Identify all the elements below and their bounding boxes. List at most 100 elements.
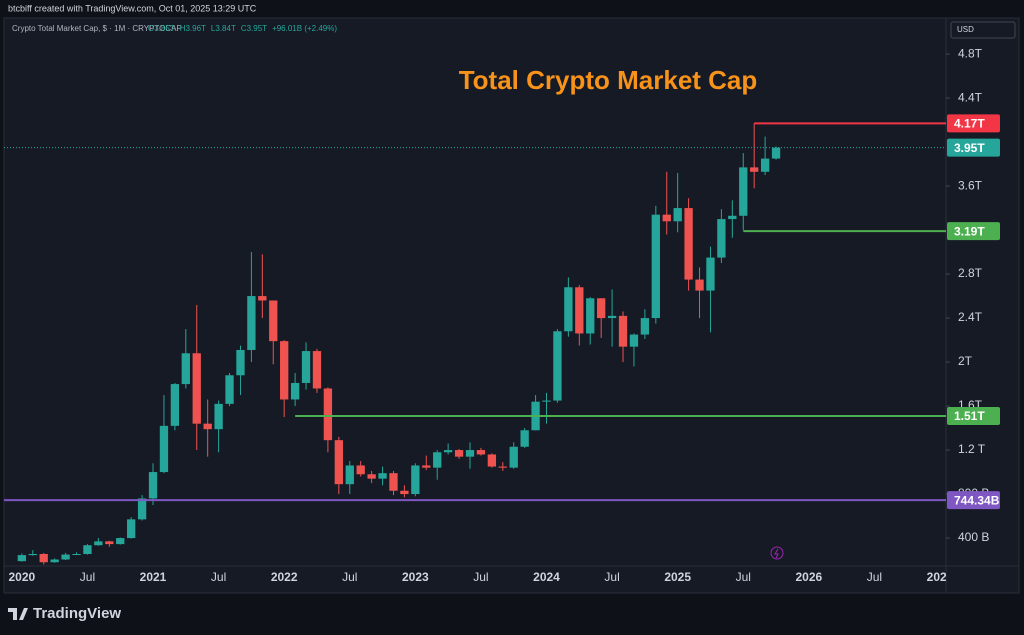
candle-body — [258, 296, 267, 301]
candle-body — [443, 450, 453, 453]
candle-body — [378, 473, 387, 479]
y-tick-label: 1.2 T — [958, 442, 986, 456]
candle-body — [170, 384, 180, 426]
candle-body — [203, 423, 212, 430]
chart-title: Total Crypto Market Cap — [459, 65, 758, 95]
ohlc-legend: O3.85T H3.96T L3.84T C3.95T +96.01B (+2.49%) — [148, 24, 337, 33]
y-tick-label: 2.8T — [958, 266, 983, 280]
y-tick-label: 3.6T — [958, 178, 983, 192]
candle-body — [640, 318, 650, 335]
candle-body — [159, 425, 169, 473]
price-label-bg — [947, 406, 1000, 425]
candle-body — [684, 208, 693, 280]
candle-body — [290, 382, 300, 400]
x-tick-label: 2027 — [927, 570, 954, 584]
candle-body — [367, 474, 376, 479]
candle-body — [465, 450, 475, 457]
y-tick-label: 4.4T — [958, 90, 983, 104]
y-axis: 400 B800 B1.2 T1.6T2T2.4T2.8T3.6T4.4T4.8… — [946, 46, 1000, 544]
price-label-bg — [947, 138, 1000, 157]
candle-body — [586, 298, 595, 334]
ohlc-value: +96.01B (+2.49%) — [272, 24, 337, 33]
candle-body — [225, 375, 234, 404]
ohlc-value: O3.85T — [148, 24, 175, 33]
candle-body — [706, 257, 715, 291]
ohlc-value: H3.96T — [180, 24, 206, 33]
price-label-bg — [947, 222, 1000, 241]
candle-body — [575, 287, 584, 334]
symbol: Crypto Total Market Cap, $ · 1M · CRYPTO… — [12, 24, 182, 33]
candle-body — [214, 403, 223, 430]
x-tick-label: Jul — [211, 570, 226, 584]
price-label: 1.51T — [954, 409, 985, 423]
candle-body — [422, 465, 431, 468]
candle-body — [509, 446, 518, 468]
event-icon — [774, 548, 779, 559]
candle-body — [345, 465, 354, 485]
x-tick-label: Jul — [604, 570, 619, 584]
candle-body — [651, 214, 660, 319]
candle-body — [564, 287, 573, 332]
x-tick-label: Jul — [736, 570, 751, 584]
candle-body — [389, 473, 398, 491]
price-label: 3.19T — [954, 224, 985, 238]
x-tick-label: 2022 — [271, 570, 298, 584]
y-tick-label: 4.8T — [958, 46, 983, 60]
candle-body — [607, 315, 617, 319]
candle-body — [498, 466, 507, 468]
candle-body — [771, 147, 781, 159]
candle-body — [760, 158, 770, 172]
x-tick-label: Jul — [473, 570, 488, 584]
x-tick-label: 2026 — [795, 570, 822, 584]
x-tick-label: 2023 — [402, 570, 429, 584]
candle-body — [280, 341, 289, 400]
candle-body — [312, 351, 322, 389]
candle-body — [116, 538, 125, 545]
y-tick-label: 400 B — [958, 530, 989, 544]
candle-body — [400, 490, 409, 495]
candle-body — [61, 554, 70, 560]
candle-body — [94, 541, 103, 546]
candle-body — [454, 450, 464, 457]
candle-body — [236, 349, 245, 376]
event-icon — [770, 546, 784, 560]
ohlc-value: L3.84T — [211, 24, 236, 33]
candle-body — [695, 279, 704, 291]
candle-body — [597, 298, 606, 319]
price-label: 744.34B — [954, 493, 1000, 507]
header: btcbiff created with TradingView.com, Oc… — [8, 3, 257, 13]
x-tick-label: 2024 — [533, 570, 560, 584]
x-tick-label: Jul — [342, 570, 357, 584]
candle-body — [127, 519, 136, 539]
candle-body — [433, 452, 442, 468]
price-label-bg — [947, 114, 1000, 133]
candle-body — [356, 465, 365, 475]
candle-body — [192, 353, 201, 424]
logo: TradingView — [8, 605, 121, 622]
candle-body — [105, 541, 114, 545]
candle-body — [17, 555, 27, 562]
candle-body — [553, 331, 562, 401]
candle-body — [247, 296, 256, 350]
currency: USD — [957, 25, 974, 34]
x-tick-label: 2025 — [664, 570, 691, 584]
candle-body — [476, 450, 486, 455]
candle-body — [673, 208, 682, 222]
logo-text: TradingView — [33, 605, 121, 622]
y-tick-label: 2T — [958, 354, 973, 368]
price-label: 3.95T — [954, 141, 985, 155]
candle-body — [39, 554, 48, 563]
candle-body — [618, 315, 628, 347]
candle-body — [334, 440, 343, 485]
candle-body — [717, 219, 726, 258]
candle-body — [148, 472, 158, 499]
candle-body — [728, 215, 737, 220]
x-tick-label: Jul — [80, 570, 95, 584]
candle-body — [28, 554, 37, 556]
candle-body — [301, 351, 311, 383]
price-label-bg — [947, 491, 1000, 510]
candle-body — [487, 454, 497, 467]
ohlc-value: C3.95T — [241, 24, 267, 33]
candle-body — [323, 388, 333, 441]
candle-body — [750, 167, 759, 172]
